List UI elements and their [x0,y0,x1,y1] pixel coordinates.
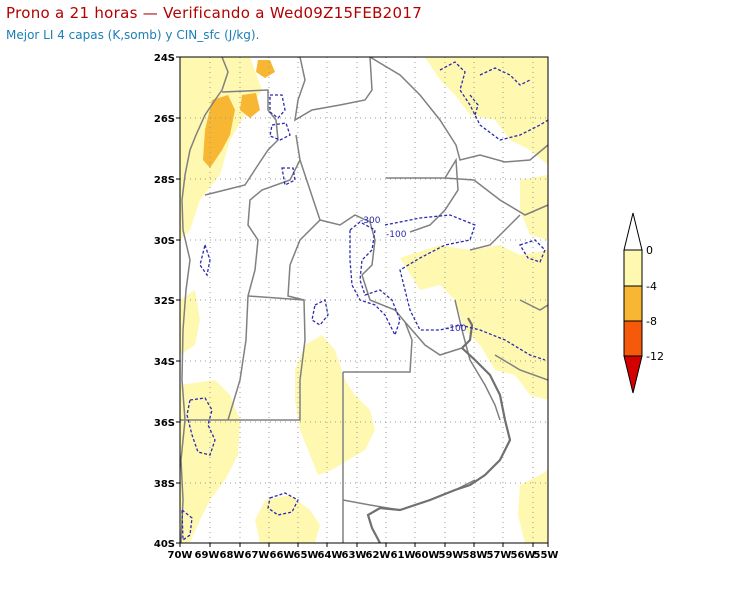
colorbar-bottom-arrow [623,355,643,394]
colorbar-top-arrow [623,212,643,251]
cin-contours [181,61,548,542]
colorbar-label: 0 [646,244,653,257]
colorbar-segment [623,249,643,287]
political-borders [180,57,548,543]
x-tick-label: 56W [511,550,536,561]
y-tick-label: 34S [154,357,175,368]
y-tick-label: 24S [154,53,175,64]
y-tick-label: 30S [154,236,175,247]
x-tick-label: 57W [487,550,512,561]
x-tick-label: 58W [463,550,488,561]
x-tick-label: 63W [342,550,367,561]
colorbar-label: -12 [646,350,664,363]
colorbar-segment [623,320,643,357]
x-tick-label: 67W [245,550,270,561]
colorbar-label: -8 [646,315,657,328]
x-tick-label: 66W [270,550,295,561]
y-tick-label: 26S [154,114,175,125]
x-tick-label: 64W [318,550,343,561]
x-tick-label: 55W [534,550,559,561]
y-tick-label: 40S [154,539,175,550]
x-tick-label: 60W [415,550,440,561]
contour-label: -100 [446,324,467,334]
x-tick-label: 69W [195,550,220,561]
coastline [366,317,512,543]
x-tick-label: 65W [294,550,319,561]
y-tick-label: 38S [154,479,175,490]
colorbar [623,212,643,394]
x-tick-label: 59W [439,550,464,561]
map-subtitle: Mejor LI 4 capas (K,somb) y CIN_sfc (J/k… [6,28,260,42]
x-tick-label: 62W [366,550,391,561]
x-tick-label: 70W [168,550,193,561]
y-tick-label: 36S [154,418,175,429]
tick-marks [176,56,549,547]
colorbar-segment [623,285,643,322]
y-tick-label: 28S [154,175,175,186]
colorbar-label: -4 [646,280,657,293]
x-tick-label: 61W [391,550,416,561]
grid-lines [180,57,548,543]
map-title: Prono a 21 horas — Verificando a Wed09Z1… [6,4,423,22]
x-tick-label: 68W [220,550,245,561]
y-tick-label: 32S [154,296,175,307]
contour-label: -100 [386,230,407,240]
contour-label: -300 [360,216,381,226]
li-shading-medium [203,60,275,168]
